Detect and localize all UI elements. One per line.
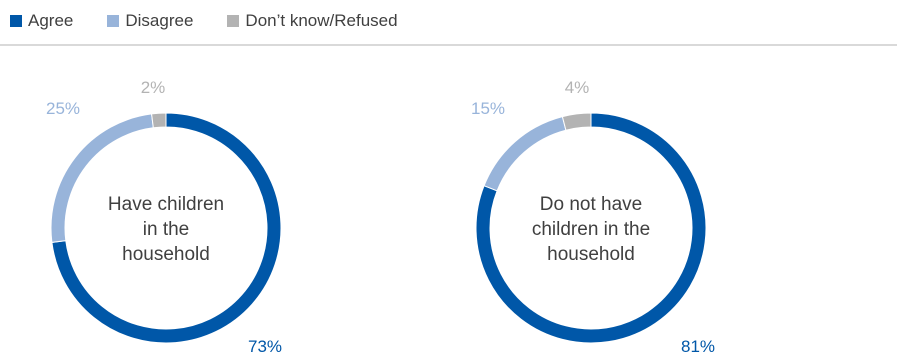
donut-2-label-dont-know: 4% xyxy=(565,78,590,97)
donut-2-label-agree: 81% xyxy=(681,337,715,356)
legend-label-dont-know: Don’t know/Refused xyxy=(245,11,398,30)
donut-1-center-label: Have children in the household xyxy=(108,194,224,265)
donut-2-slice-disagree xyxy=(483,116,567,192)
legend-label-agree: Agree xyxy=(28,11,74,30)
donut-2-label-disagree: 15% xyxy=(471,99,505,118)
legend-swatch-disagree xyxy=(107,15,120,27)
donut-1-label-dont-know: 2% xyxy=(141,78,166,97)
legend: Agree Disagree Don’t know/Refused xyxy=(10,9,432,33)
donut-2-slice-agree xyxy=(475,112,707,344)
donut-1-slice-dont-know xyxy=(151,112,167,129)
legend-swatch-agree xyxy=(10,15,22,27)
legend-item-disagree: Disagree xyxy=(107,11,193,31)
legend-divider xyxy=(0,44,897,46)
donut-2-slice-dont-know xyxy=(561,112,592,131)
legend-item-agree: Agree xyxy=(10,11,73,31)
legend-label-disagree: Disagree xyxy=(125,11,194,30)
donut-1-label-disagree: 25% xyxy=(46,99,80,118)
legend-item-dont-know: Don’t know/Refused xyxy=(227,11,398,31)
donut-1-label-agree: 73% xyxy=(248,337,282,356)
legend-swatch-dont-know xyxy=(227,15,240,27)
donut-2-center-label: Do not have children in the household xyxy=(532,194,650,265)
donut-1-slice-agree xyxy=(51,112,282,344)
donut-1-slice-disagree xyxy=(50,113,154,243)
